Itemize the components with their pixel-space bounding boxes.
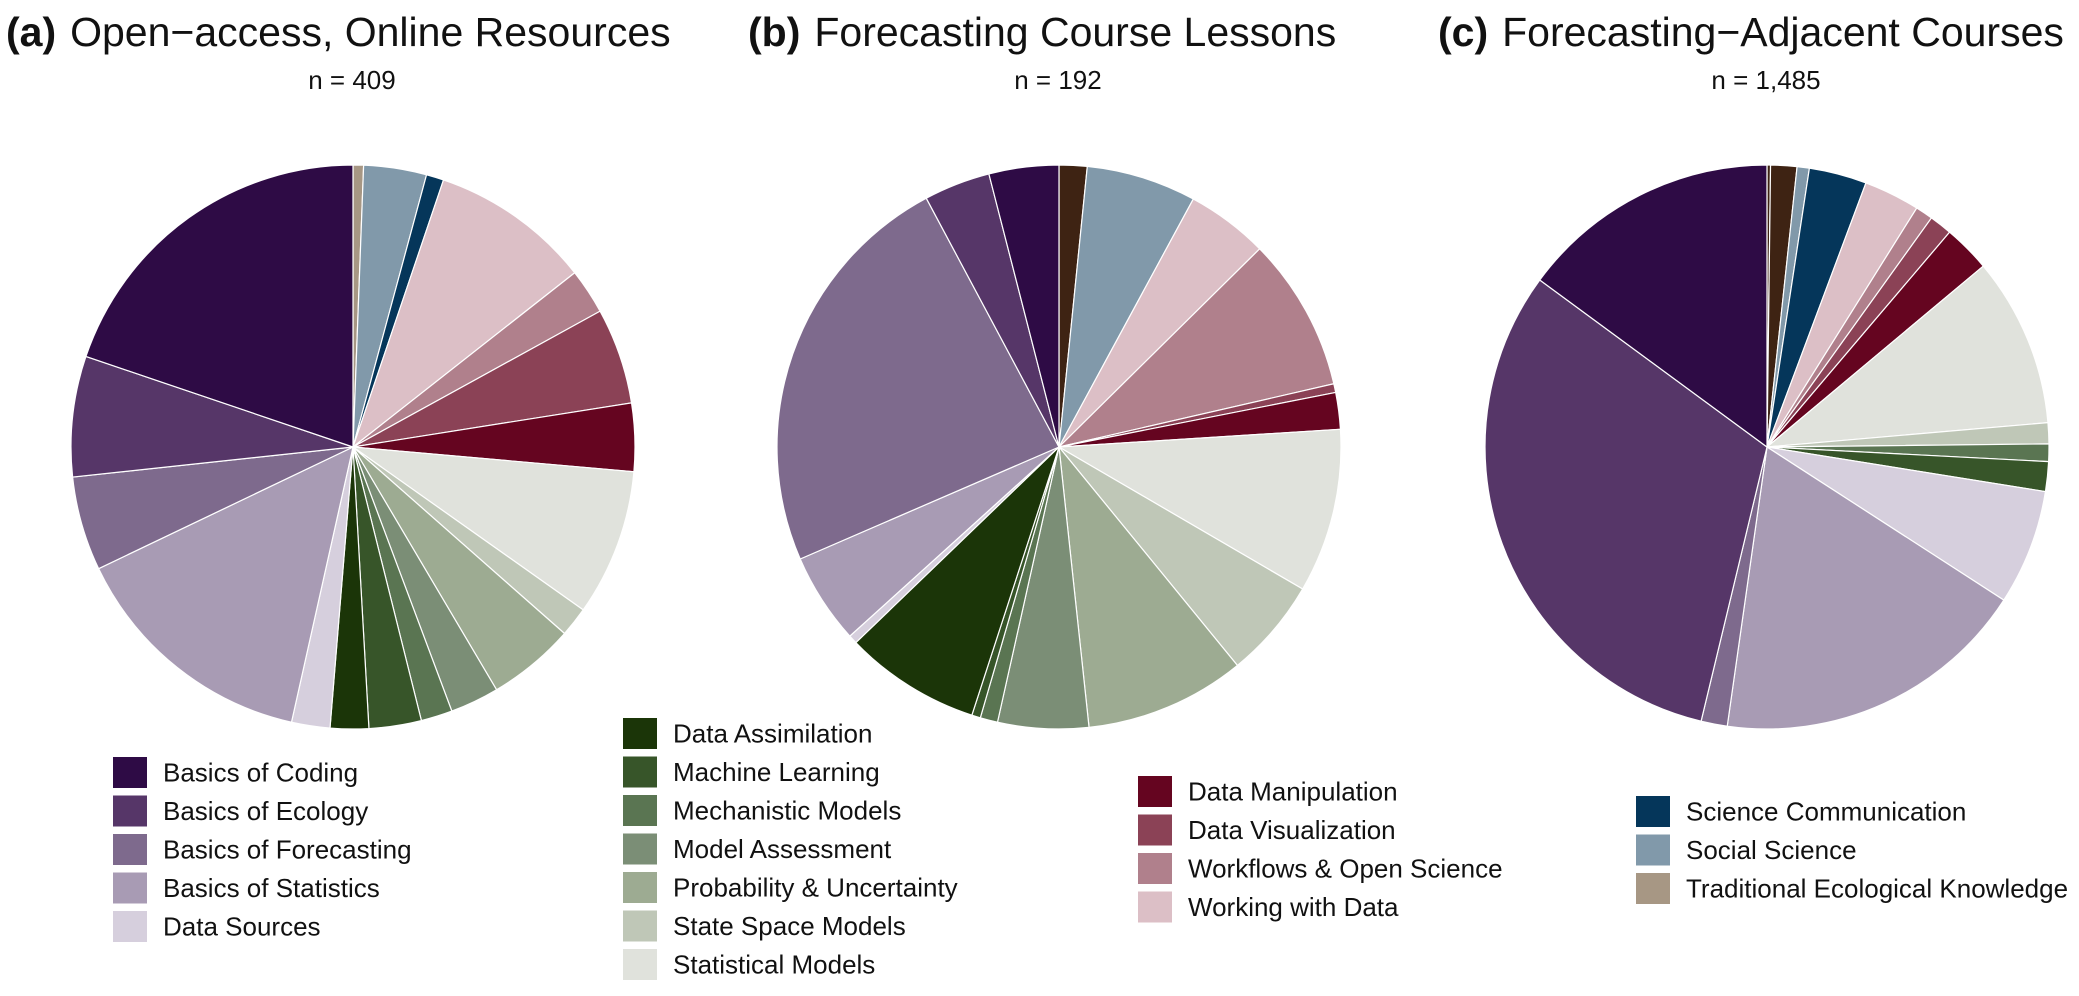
legend-label-workflows-and-open-science: Workflows & Open Science xyxy=(1188,854,1503,884)
pie-slice-probability-and-uncertainty xyxy=(1058,445,1239,729)
legend-swatch-probability-and-uncertainty xyxy=(623,872,657,903)
legend-group-modeling: Data Assimilation Machine Learning Mechani… xyxy=(623,718,958,980)
legend-label-model-assessment: Model Assessment xyxy=(673,834,892,864)
pie-slice-statistical-models xyxy=(350,446,635,611)
legend-label-state-space-models: State Space Models xyxy=(673,911,906,941)
legend-label-basics-of-forecasting: Basics of Forecasting xyxy=(163,835,412,865)
legend-swatch-machine-learning xyxy=(623,756,657,788)
pie-slice-working-with-data xyxy=(351,179,576,449)
panel-c-letter: (c) xyxy=(1438,9,1488,55)
legend-group-social: Science Communication Social Science Tradi… xyxy=(1636,796,2068,904)
pie-slice-basics-of-ecology xyxy=(70,355,354,478)
legend-label-mechanistic-models: Mechanistic Models xyxy=(673,796,901,826)
legend-swatch-mechanistic-models xyxy=(623,795,657,826)
panel-b-n: n = 192 xyxy=(1014,65,1101,95)
pie-slice-basics-of-statistics xyxy=(1726,445,2005,730)
pie-slice-workflows-and-open-science xyxy=(1057,248,1335,449)
legend-swatch-state-space-models xyxy=(623,910,657,942)
legend-swatch-science-communication xyxy=(1636,796,1670,827)
legend-swatch-statistical-models xyxy=(623,949,657,980)
panel-b-letter: (b) xyxy=(748,9,800,55)
pie-slice-data-assimilation xyxy=(855,446,1060,716)
legend-swatch-traditional-ecological-knowledge xyxy=(1636,873,1670,904)
pie-slice-basics-of-statistics xyxy=(97,445,354,723)
legend-group-basics: Basics of Coding Basics of Ecology Basics … xyxy=(113,757,412,942)
pie-slice-statistical-models xyxy=(1056,428,1342,590)
panel-c-title: (c) Forecasting−Adjacent Courses xyxy=(1438,9,2064,55)
legend-label-data-manipulation: Data Manipulation xyxy=(1188,777,1398,807)
legend-swatch-social-science xyxy=(1636,834,1670,866)
pie-slice-statistical-models xyxy=(1765,265,2049,448)
legend-label-working-with-data: Working with Data xyxy=(1188,892,1399,922)
pie-slice-data-sources xyxy=(1766,446,2047,601)
pie-chart-b xyxy=(776,164,1342,730)
legend-swatch-basics-of-coding xyxy=(113,757,147,788)
legend-label-machine-learning: Machine Learning xyxy=(673,757,880,787)
legend-swatch-model-assessment xyxy=(623,833,657,865)
panel-a-title-text: Open−access, Online Resources xyxy=(70,9,671,55)
legend-group-data: Data Manipulation Data Visualization Workf… xyxy=(1138,776,1503,923)
panel-a: (a) Open−access, Online Resources n = 409 xyxy=(6,9,671,730)
panel-a-letter: (a) xyxy=(6,9,56,55)
panel-c-n: n = 1,485 xyxy=(1711,65,1820,95)
legend-label-statistical-models: Statistical Models xyxy=(673,950,875,980)
pie-slice-basics-of-coding xyxy=(1538,164,1768,449)
panel-c-title-text: Forecasting−Adjacent Courses xyxy=(1502,9,2064,55)
legend-swatch-basics-of-statistics xyxy=(113,872,147,904)
panel-a-n: n = 409 xyxy=(308,65,395,95)
legend-swatch-basics-of-forecasting xyxy=(113,834,147,865)
legend-label-traditional-ecological-knowledge: Traditional Ecological Knowledge xyxy=(1686,874,2068,904)
legend-swatch-data-visualization xyxy=(1138,814,1172,846)
legend-label-basics-of-statistics: Basics of Statistics xyxy=(163,873,380,903)
legend-label-basics-of-coding: Basics of Coding xyxy=(163,758,358,788)
pie-slice-basics-of-forecasting xyxy=(776,197,1060,560)
legend-label-data-sources: Data Sources xyxy=(163,912,321,942)
panel-a-title: (a) Open−access, Online Resources xyxy=(6,9,671,55)
legend-label-probability-and-uncertainty: Probability & Uncertainty xyxy=(673,873,958,903)
legend-swatch-working-with-data xyxy=(1138,891,1172,923)
legend-swatch-basics-of-ecology xyxy=(113,795,147,827)
legend-swatch-data-manipulation xyxy=(1138,776,1172,807)
panel-b: (b) Forecasting Course Lessons n = 192 xyxy=(748,9,1342,730)
pie-slice-basics-of-coding xyxy=(85,164,354,448)
legend-label-data-assimilation: Data Assimilation xyxy=(673,719,872,749)
panel-b-title-text: Forecasting Course Lessons xyxy=(814,9,1336,55)
legend-label-science-communication: Science Communication xyxy=(1686,797,1966,827)
legend-swatch-data-assimilation xyxy=(623,718,657,749)
pie-slice-basics-of-ecology xyxy=(1484,279,1768,722)
legend-label-data-visualization: Data Visualization xyxy=(1188,815,1396,845)
panel-c: (c) Forecasting−Adjacent Courses n = 1,48… xyxy=(1438,9,2064,730)
pie-chart-a xyxy=(70,164,636,730)
legend-label-social-science: Social Science xyxy=(1686,835,1857,865)
legend-swatch-data-sources xyxy=(113,911,147,942)
legend-label-basics-of-ecology: Basics of Ecology xyxy=(163,796,368,826)
panel-b-title: (b) Forecasting Course Lessons xyxy=(748,9,1336,55)
pie-slice-basics-of-coding xyxy=(988,164,1060,448)
pie-chart-c xyxy=(1484,164,2050,730)
legend-swatch-workflows-and-open-science xyxy=(1138,853,1172,884)
